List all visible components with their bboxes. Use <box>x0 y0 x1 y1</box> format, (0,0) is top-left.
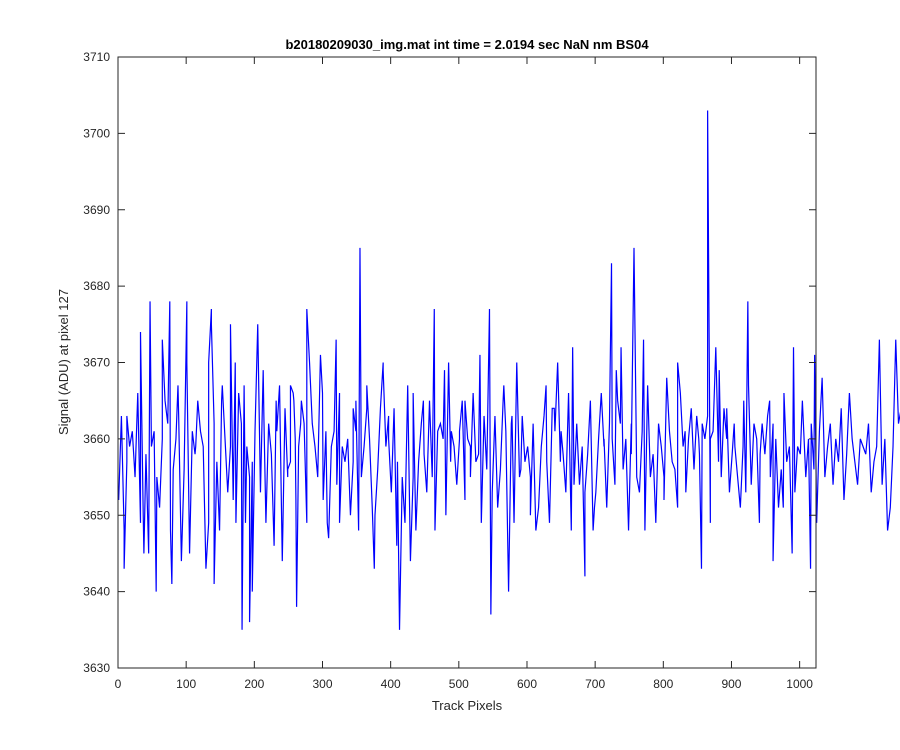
x-tick-label: 800 <box>653 677 673 691</box>
x-axis-ticks: 0 100 200 300 400 500 600 700 800 900 1000 <box>115 57 813 691</box>
y-tick-label: 3670 <box>83 356 110 370</box>
y-tick-label: 3680 <box>83 279 110 293</box>
x-axis-label: Track Pixels <box>432 698 503 713</box>
x-tick-label: 700 <box>585 677 605 691</box>
x-tick-label: 400 <box>381 677 401 691</box>
chart-title: b20180209030_img.mat int time = 2.0194 s… <box>285 37 649 52</box>
x-tick-label: 300 <box>312 677 332 691</box>
y-tick-label: 3650 <box>83 508 110 522</box>
y-tick-label: 3690 <box>83 203 110 217</box>
signal-series-line <box>118 110 900 630</box>
x-tick-label: 0 <box>115 677 122 691</box>
x-tick-label: 200 <box>244 677 264 691</box>
series-layer <box>118 110 900 630</box>
x-tick-label: 100 <box>176 677 196 691</box>
y-tick-label: 3700 <box>83 126 110 140</box>
plot-area <box>118 57 816 668</box>
y-axis-ticks: 3630 3640 3650 3660 3670 3680 3690 3700 3710 <box>83 50 816 675</box>
y-tick-label: 3640 <box>83 585 110 599</box>
x-tick-label: 600 <box>517 677 537 691</box>
x-tick-label: 500 <box>449 677 469 691</box>
x-tick-label: 1000 <box>786 677 813 691</box>
y-tick-label: 3710 <box>83 50 110 64</box>
y-tick-label: 3630 <box>83 661 110 675</box>
y-tick-label: 3660 <box>83 432 110 446</box>
x-tick-label: 900 <box>721 677 741 691</box>
y-axis-label: Signal (ADU) at pixel 127 <box>56 289 71 435</box>
